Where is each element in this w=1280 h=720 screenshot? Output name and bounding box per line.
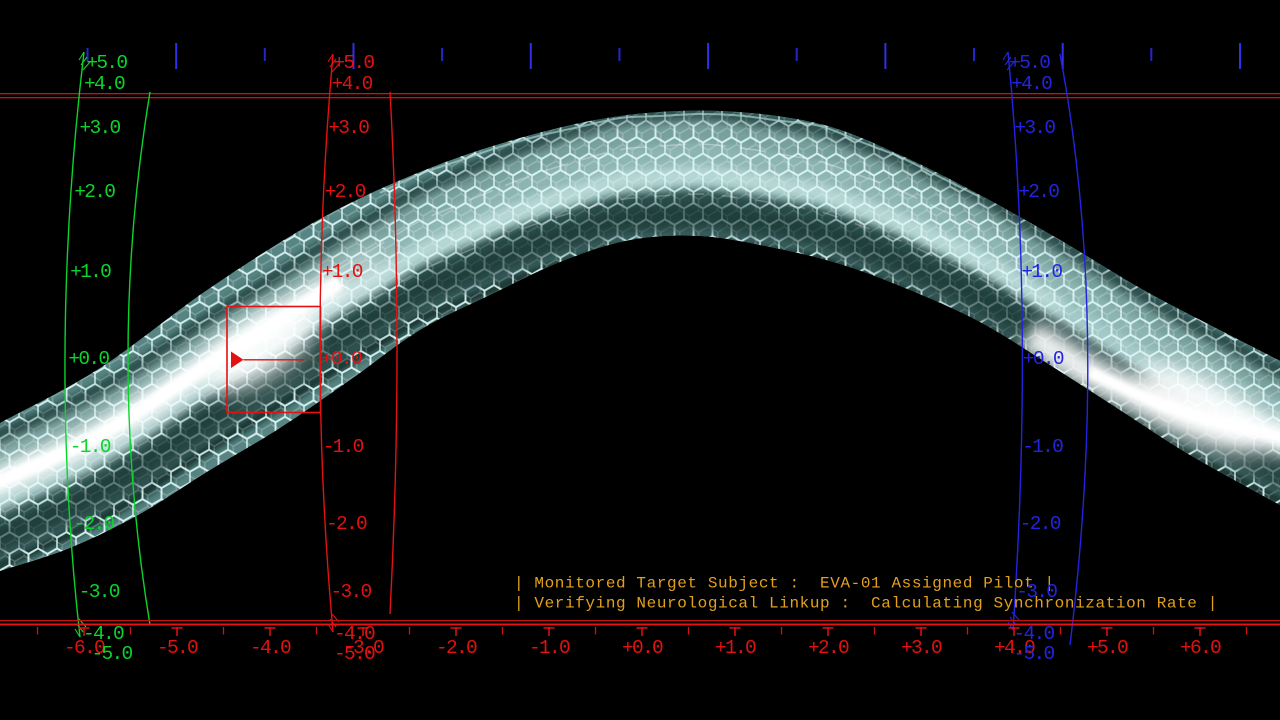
svg-text:+3.0: +3.0	[80, 117, 121, 139]
svg-text:+2.0: +2.0	[325, 181, 366, 203]
svg-text:+3.0: +3.0	[328, 117, 369, 139]
svg-text:-3.0: -3.0	[331, 581, 372, 603]
svg-text:+6.0: +6.0	[1180, 637, 1221, 659]
svg-text:-5.0: -5.0	[157, 637, 198, 659]
svg-text:-4.0: -4.0	[83, 623, 124, 645]
svg-text:+0.0: +0.0	[1023, 348, 1064, 370]
svg-text:+1.0: +1.0	[1021, 261, 1062, 283]
svg-text:-1.0: -1.0	[323, 436, 364, 458]
svg-text:+4.0: +4.0	[84, 73, 125, 95]
svg-text:+1.0: +1.0	[70, 261, 111, 283]
svg-text:-5.0: -5.0	[1014, 643, 1055, 665]
svg-text:-2.0: -2.0	[326, 513, 367, 535]
svg-text:-1.0: -1.0	[1022, 436, 1063, 458]
svg-text:| Monitored Target Subject :: | Monitored Target Subject : EVA-01 Assi…	[514, 575, 1055, 593]
svg-text:+1.0: +1.0	[715, 637, 756, 659]
svg-text:-6.0: -6.0	[64, 637, 105, 659]
svg-text:-4.0: -4.0	[334, 623, 375, 645]
svg-text:+5.0: +5.0	[86, 52, 127, 74]
svg-text:-1.0: -1.0	[529, 637, 570, 659]
svg-text:-4.0: -4.0	[1014, 623, 1055, 645]
svg-text:-3.0: -3.0	[343, 637, 384, 659]
svg-text:+5.0: +5.0	[333, 52, 374, 74]
svg-text:| Verifying Neurological Linku: | Verifying Neurological Linkup : Calcul…	[514, 595, 1218, 613]
svg-text:+2.0: +2.0	[74, 181, 115, 203]
svg-text:+2.0: +2.0	[808, 637, 849, 659]
svg-text:+0.0: +0.0	[68, 348, 109, 370]
svg-text:+0.0: +0.0	[321, 348, 362, 370]
svg-text:-2.0: -2.0	[1020, 513, 1061, 535]
svg-text:-2.0: -2.0	[436, 637, 477, 659]
svg-text:+1.0: +1.0	[322, 261, 363, 283]
svg-text:-4.0: -4.0	[250, 637, 291, 659]
svg-text:+4.0: +4.0	[1011, 73, 1052, 95]
svg-text:-3.0: -3.0	[1016, 581, 1057, 603]
svg-text:+3.0: +3.0	[1014, 117, 1055, 139]
svg-text:-5.0: -5.0	[334, 643, 375, 665]
svg-text:+0.0: +0.0	[622, 637, 663, 659]
svg-text:-3.0: -3.0	[79, 581, 120, 603]
svg-text:+5.0: +5.0	[1087, 637, 1128, 659]
svg-text:+3.0: +3.0	[901, 637, 942, 659]
svg-text:-1.0: -1.0	[70, 436, 111, 458]
svg-text:+5.0: +5.0	[1009, 52, 1050, 74]
svg-text:-5.0: -5.0	[92, 643, 133, 665]
svg-text:-2.0: -2.0	[74, 513, 115, 535]
svg-text:+4.0: +4.0	[994, 637, 1035, 659]
svg-text:+2.0: +2.0	[1018, 181, 1059, 203]
svg-text:+4.0: +4.0	[332, 73, 373, 95]
